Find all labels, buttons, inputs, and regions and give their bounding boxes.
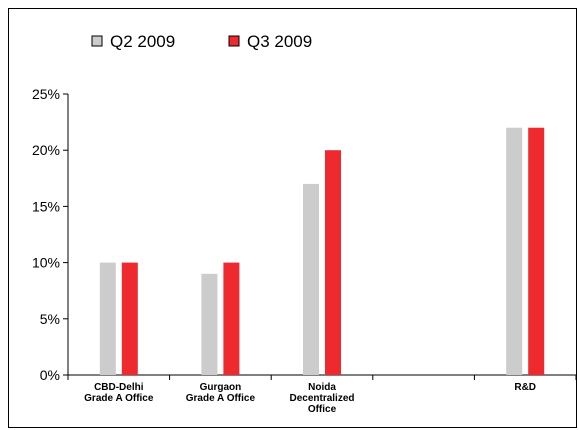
x-category-label: Grade A Office xyxy=(84,393,154,404)
bar-q3-2009 xyxy=(325,150,341,375)
x-category-label: Noida xyxy=(308,382,336,393)
y-tick-label: 0% xyxy=(40,367,60,383)
legend-swatch xyxy=(228,35,240,47)
bar-q2-2009 xyxy=(303,183,319,375)
y-tick-label: 10% xyxy=(32,255,60,271)
bar-q2-2009 xyxy=(99,262,116,375)
y-tick-label: 5% xyxy=(40,311,60,327)
bars xyxy=(99,127,545,375)
legend-label: Q2 2009 xyxy=(110,32,175,51)
y-tick-label: 15% xyxy=(32,198,60,214)
bar-q3-2009 xyxy=(121,262,138,375)
legend-swatch xyxy=(91,35,103,47)
bar-q2-2009 xyxy=(201,273,218,375)
y-tick-label: 25% xyxy=(32,86,60,102)
bar-q3-2009 xyxy=(223,262,240,375)
y-tick-label: 20% xyxy=(32,142,60,158)
legend: Q2 2009 Q3 2009 xyxy=(91,32,312,51)
bar-q3-2009 xyxy=(528,127,545,375)
bar-q2-2009 xyxy=(506,127,523,375)
x-category-label: Decentralized xyxy=(289,393,354,404)
x-category-label: R&D xyxy=(514,382,536,393)
x-category-label: Gurgaon xyxy=(200,382,242,393)
x-category-label: Grade A Office xyxy=(186,393,256,404)
legend-label: Q3 2009 xyxy=(247,32,312,51)
x-category-label: Office xyxy=(308,404,337,415)
x-category-label: CBD-Delhi xyxy=(94,382,144,393)
